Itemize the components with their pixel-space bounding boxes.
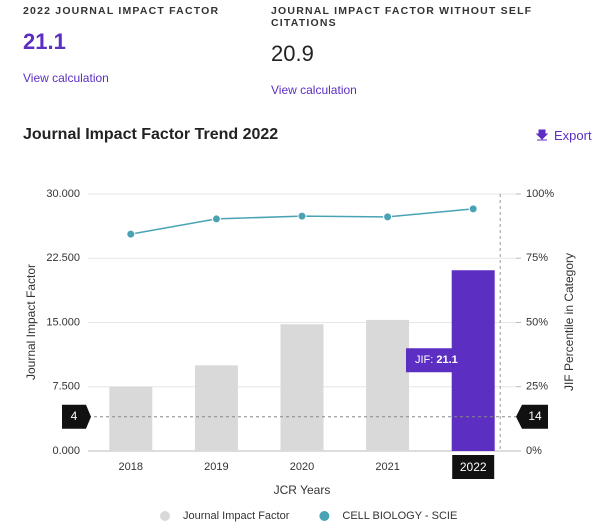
point <box>297 211 307 221</box>
y2-tick-label: 25% <box>526 381 548 393</box>
y2-tick-label: 50% <box>526 316 548 328</box>
metric-value: 21.1 <box>23 29 66 54</box>
tooltip <box>406 348 469 373</box>
y2-tick-label: 100% <box>526 188 554 200</box>
point <box>383 212 393 222</box>
x-tick-label: 2021 <box>375 461 399 473</box>
export-icon <box>535 129 549 141</box>
x-tick-label: 2018 <box>119 461 143 473</box>
view-link[interactable]: View calculation <box>23 71 109 85</box>
y-tick-label: 22.500 <box>46 252 80 264</box>
crosshair-marker <box>516 404 548 429</box>
tooltip-text: JIF: 21.1 <box>415 354 458 366</box>
tooltip-value: 21.1 <box>436 354 457 366</box>
legend-label: CELL BIOLOGY - SCIE <box>342 510 457 522</box>
y-tick-label: 7.500 <box>52 381 80 393</box>
export-label[interactable]: Export <box>554 128 592 143</box>
metric-value: 20.9 <box>271 41 314 66</box>
legend-marker <box>160 511 170 521</box>
y-tick-label: 15.000 <box>46 316 80 328</box>
metric: 2022 JOURNAL IMPACT FACTOR 21.1 View cal… <box>23 0 219 85</box>
legend-marker <box>319 511 330 521</box>
y-axis-title: Journal Impact Factor <box>24 264 38 380</box>
x-tick-label: 2020 <box>290 461 314 473</box>
bar <box>280 324 324 451</box>
metric-label: 2022 JOURNAL IMPACT FACTOR <box>23 5 220 17</box>
section-title: Journal Impact Factor Trend 2022 <box>23 126 279 143</box>
crosshair-marker <box>62 404 91 429</box>
x-tick-label: 2022 <box>460 460 487 474</box>
y2-tick-label: 75% <box>526 252 548 264</box>
bar <box>109 386 153 451</box>
y2-axis-title: JIF Percentile in Category <box>562 253 576 391</box>
export-button[interactable]: Export <box>535 128 592 143</box>
y-tick-label: 30.000 <box>46 188 80 200</box>
x-axis-title: JCR Years <box>274 483 331 497</box>
bar <box>194 365 238 451</box>
selected-category-box <box>452 455 495 479</box>
crosshair-label: 14 <box>528 409 542 423</box>
point <box>468 204 478 214</box>
view-link[interactable]: View calculation <box>271 83 357 97</box>
metric: JOURNAL IMPACT FACTOR WITHOUT SELF CITAT… <box>271 0 600 97</box>
x-tick-label: 2019 <box>204 461 228 473</box>
point <box>126 229 136 239</box>
crosshair-label: 4 <box>71 409 78 423</box>
y2-tick-label: 0% <box>526 445 542 457</box>
metric-label: JOURNAL IMPACT FACTOR WITHOUT SELF CITAT… <box>271 5 533 29</box>
legend-label: Journal Impact Factor <box>183 510 290 522</box>
point <box>211 214 221 224</box>
y-tick-label: 0.000 <box>52 445 80 457</box>
tooltip-label: JIF: <box>415 354 433 366</box>
bar <box>366 319 410 451</box>
